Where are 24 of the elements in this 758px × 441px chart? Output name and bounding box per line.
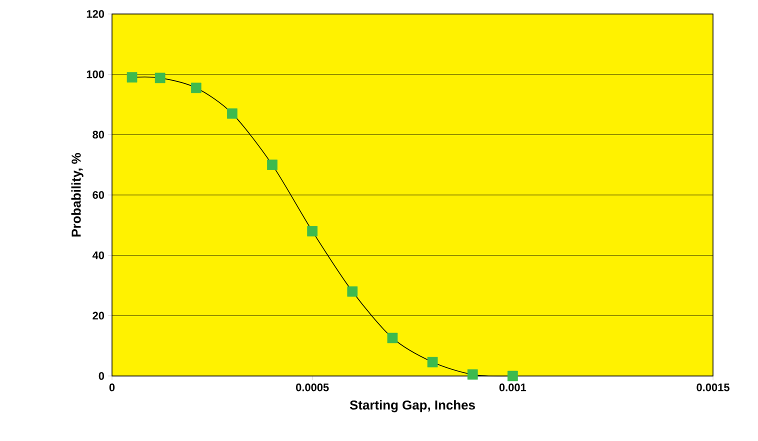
point bbox=[387, 332, 398, 344]
y-tick-label: 40 bbox=[92, 251, 104, 260]
point bbox=[347, 286, 358, 297]
point bbox=[267, 160, 278, 170]
y-tick-label: 120 bbox=[86, 10, 104, 18]
y-tick-label: 100 bbox=[86, 70, 104, 78]
x-tick-label: 0.0015 bbox=[696, 384, 730, 392]
y-tick-label: 80 bbox=[92, 130, 104, 139]
y-tick-label: 60 bbox=[92, 191, 104, 199]
x-tick-label: 0 bbox=[109, 384, 115, 392]
point bbox=[307, 226, 318, 236]
x-tick-label: 0.001 bbox=[499, 384, 526, 392]
point bbox=[126, 72, 138, 83]
point bbox=[154, 72, 166, 84]
point bbox=[467, 369, 478, 380]
point bbox=[427, 356, 438, 368]
point bbox=[190, 82, 202, 94]
x-tick-label: 0.0005 bbox=[296, 384, 329, 392]
point bbox=[507, 370, 518, 382]
point bbox=[227, 108, 238, 119]
x-axis-title: Starting Gap, Inches bbox=[350, 400, 475, 412]
y-axis-title: Probability, % bbox=[71, 152, 84, 236]
y-tick-label: 0 bbox=[98, 372, 104, 380]
y-tick-label: 20 bbox=[92, 312, 104, 320]
